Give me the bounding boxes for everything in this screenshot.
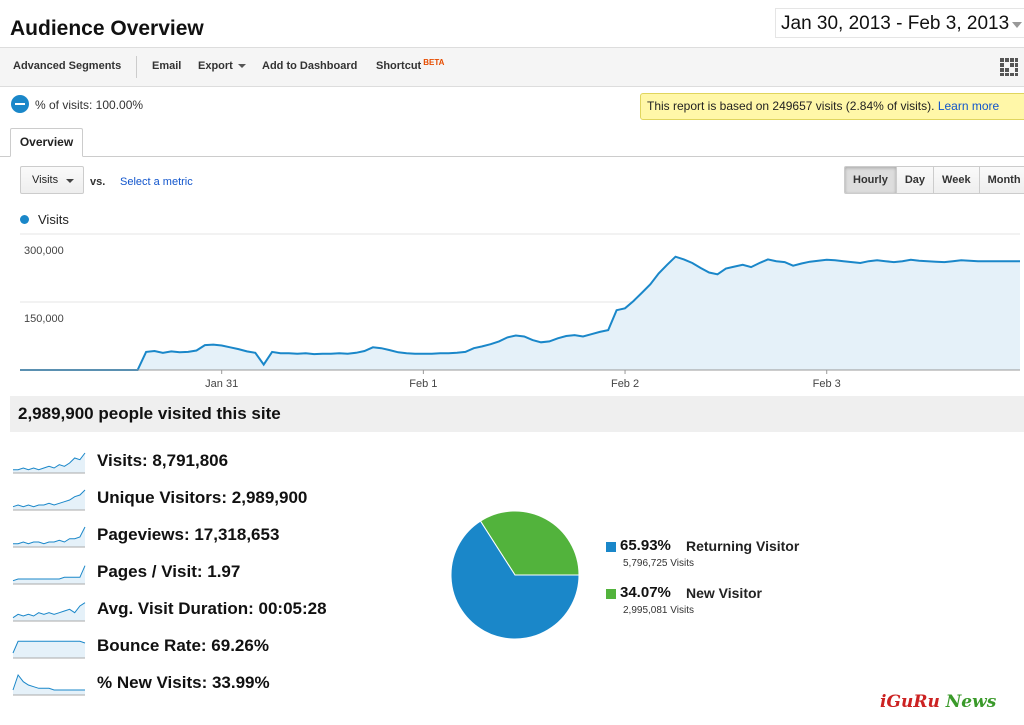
metric-sparkline [12,602,86,622]
metric-sparkline [12,489,86,511]
visitor-type-pie [450,510,580,640]
metric-sparkline [12,640,86,659]
date-range-text: Jan 30, 2013 - Feb 3, 2013 [781,13,1010,34]
metric-label: Pageviews: 17,318,653 [97,525,280,544]
advanced-segments-button[interactable]: Advanced Segments [13,60,122,72]
pie-legend-percent: 65.93% [620,537,671,554]
metric-label: Unique Visitors: 2,989,900 [97,488,308,507]
pie-legend-visits: 5,796,725 Visits [623,558,694,569]
metric-sparkline [12,673,85,696]
watermark-logo: iGuRu News [880,692,997,712]
toolbar-divider [136,56,137,78]
tabs-divider [0,156,1024,157]
segment-percent-text: % of visits: 100.00% [35,98,144,112]
sampling-notice-text: This report is based on 249657 visits (2… [647,99,935,113]
vs-label: vs. [90,176,106,188]
visits-area [20,256,1020,370]
granularity-toggle: Hourly Day Week Month [844,166,1024,194]
email-button[interactable]: Email [152,60,182,72]
summary-bar [10,396,1024,432]
add-to-dashboard-button[interactable]: Add to Dashboard [262,60,358,72]
export-button[interactable]: Export [198,60,246,72]
export-label: Export [198,60,233,72]
summary-title: 2,989,900 people visited this site [18,404,281,423]
chevron-down-icon [1012,22,1022,28]
metric-select[interactable]: Visits [20,166,84,194]
select-metric-link[interactable]: Select a metric [120,176,193,188]
pie-legend-swatch [606,542,616,552]
y-tick-label: 300,000 [24,245,64,257]
visits-chart: 300,000 150,000 Jan 31 Feb 1 Feb 2 Feb 3 [20,233,1020,390]
metric-sparkline [12,565,86,585]
x-tick-label: Feb 2 [611,378,639,390]
hourly-button[interactable]: Hourly [845,167,896,193]
metric-label: Visits: 8,791,806 [97,451,229,470]
chevron-down-icon [237,64,246,69]
beta-badge: BETA [423,58,445,67]
report-toolbar: Advanced Segments Email Export Add to Da… [0,47,1024,87]
metric-label: Pages / Visit: 1.97 [97,562,241,581]
metric-label: % New Visits: 33.99% [97,673,270,692]
pie-legend-percent: 34.07% [620,584,671,601]
grid-view-icon[interactable] [999,57,1019,77]
x-tick-label: Feb 3 [813,378,841,390]
segment-icon[interactable] [11,95,29,113]
day-button[interactable]: Day [895,167,934,193]
legend-label: Visits [38,212,69,227]
metric-label: Bounce Rate: 69.26% [97,636,269,655]
metric-sparkline [13,526,86,548]
visits-line [20,255,1020,371]
tab-overview[interactable]: Overview [10,128,83,157]
shortcut-button[interactable]: Shortcut BETA [376,58,445,72]
pie-legend-visits: 2,995,081 Visits [623,605,694,616]
pie-legend-swatch [606,589,616,599]
chevron-down-icon [66,179,74,183]
learn-more-link[interactable]: Learn more [937,99,1000,113]
y-tick-label: 150,000 [24,313,64,325]
pie-slice-returning-visitor [450,520,580,640]
pie-legend-name: Returning Visitor [686,538,800,554]
month-button[interactable]: Month [978,167,1024,193]
metric-label: Avg. Visit Duration: 00:05:28 [97,599,327,618]
metric-select-value: Visits [32,174,59,186]
sampling-notice: This report is based on 249657 visits (2… [640,93,1024,120]
pie-legend-name: New Visitor [686,585,762,601]
legend-marker [20,215,29,224]
x-tick-label: Jan 31 [205,378,238,390]
metric-sparkline [13,452,86,474]
page-title: Audience Overview [10,17,204,40]
x-tick-label: Feb 1 [409,378,437,390]
shortcut-label: Shortcut [376,60,422,72]
date-range-picker[interactable]: Jan 30, 2013 - Feb 3, 2013 [775,8,1024,38]
week-button[interactable]: Week [933,167,979,193]
